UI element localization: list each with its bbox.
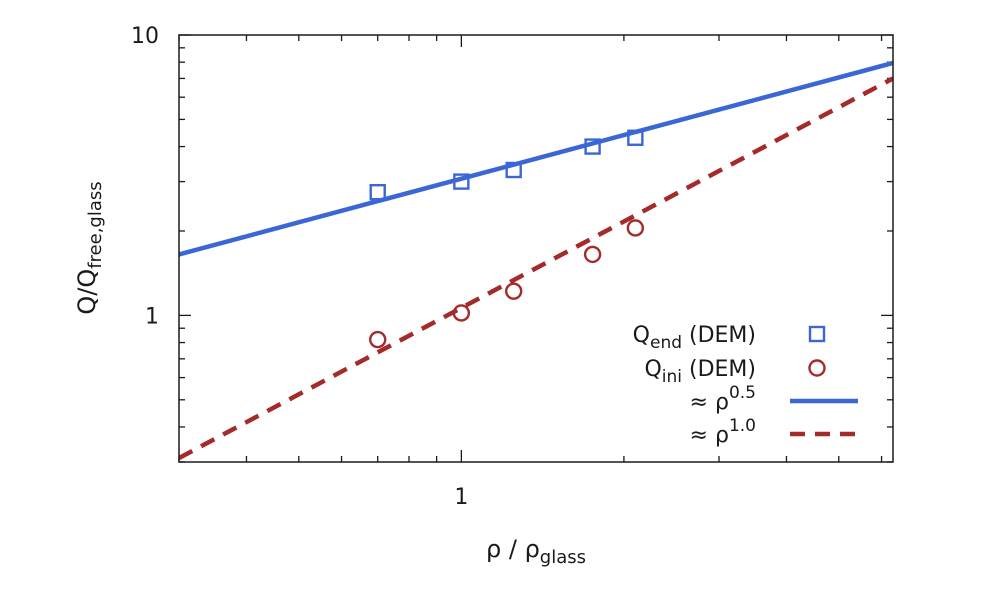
legend-label-sup: 0.5	[729, 383, 756, 403]
data-point-circle	[504, 282, 523, 300]
x-axis-label: ρ / ρglass	[486, 535, 586, 568]
legend-label-main: Q	[633, 323, 650, 348]
legend-label: ≈ ρ0.5	[690, 383, 756, 415]
y-axis-label-main: Q/Q	[73, 269, 101, 315]
plot-area: 1 1 10	[131, 24, 894, 510]
legend-label-main: ≈ ρ	[690, 390, 729, 415]
legend-square-marker	[808, 325, 826, 343]
y-tick-label: 10	[131, 24, 159, 49]
legend-label-main: Q	[644, 357, 661, 382]
y-axis-label: Q/Qfree,glass	[73, 181, 106, 314]
x-axis-label-sub: glass	[540, 547, 586, 568]
legend-label: ≈ ρ1.0	[690, 416, 756, 448]
legend-label-main: ≈ ρ	[690, 423, 729, 448]
y-axis-label-sub: free,glass	[85, 181, 106, 268]
plot-frame	[178, 34, 894, 463]
legend-label-suffix: (DEM)	[682, 323, 756, 348]
data-point-circle	[369, 330, 387, 349]
data-point-circle	[626, 219, 645, 237]
x-tick-label: 1	[454, 485, 468, 510]
legend-label: Qend (DEM)	[633, 323, 756, 353]
x-axis-label-main: ρ / ρ	[486, 535, 540, 563]
series-line-3	[179, 76, 893, 460]
legend-label: Qini (DEM)	[644, 357, 756, 387]
legend-label-suffix: (DEM)	[682, 357, 756, 382]
series-line-2	[179, 60, 893, 257]
legend-label-sup: 1.0	[729, 416, 756, 436]
data-point-circle	[583, 245, 602, 264]
legend: Qend (DEM)Qini (DEM)≈ ρ0.5≈ ρ1.0	[633, 323, 858, 448]
data-point-square	[369, 184, 386, 201]
legend-circle-marker	[808, 359, 826, 377]
legend-label-sub: end	[650, 333, 682, 353]
legend-label-sub: ini	[662, 367, 682, 387]
y-tick-label: 1	[145, 304, 159, 329]
